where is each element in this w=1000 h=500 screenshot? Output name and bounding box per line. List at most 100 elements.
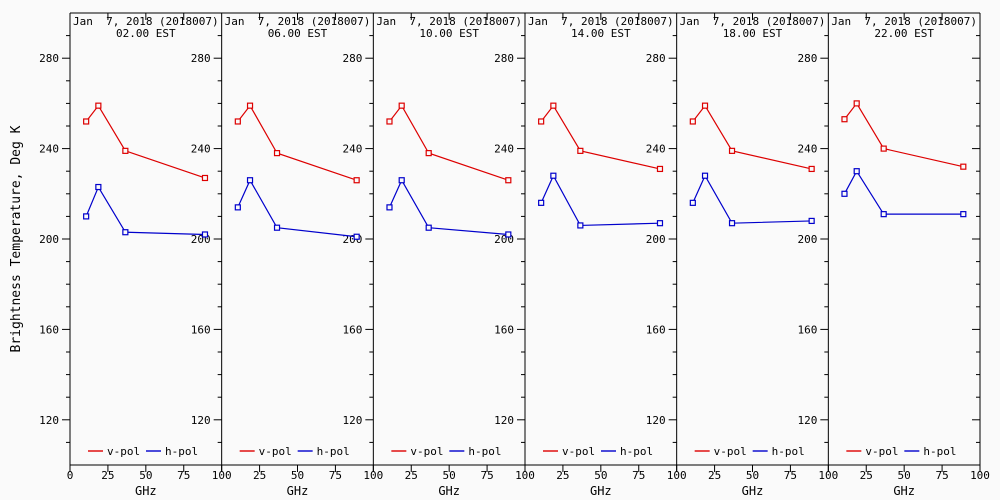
h-pol-marker (808, 217, 815, 225)
y-axis-line (972, 13, 981, 465)
y-tick-label: 240 (646, 143, 666, 156)
x-tick-label: 75 (177, 469, 190, 482)
x-tick-label: 75 (480, 469, 493, 482)
x-tick-label: 0 (67, 469, 74, 482)
v-pol-marker (550, 102, 557, 109)
v-pol-marker (273, 150, 281, 157)
panel-title-date: Jan 7, 2018 (2018007) (528, 15, 674, 28)
x-tick-label: 100 (667, 469, 687, 482)
legend: v-pol h-pol (391, 445, 501, 458)
x-tick-label: 50 (594, 469, 607, 482)
y-tick-label: 120 (342, 414, 362, 427)
y-tick-label: 280 (191, 52, 211, 65)
legend-label-vpol: v-pol (410, 445, 443, 458)
h-pol-marker (273, 224, 281, 231)
y-tick-label: 240 (191, 143, 211, 156)
y-tick-label: 280 (494, 52, 514, 65)
h-pol-marker (201, 231, 209, 238)
x-tick-label: 25 (405, 469, 418, 482)
x-tick-label: 25 (860, 469, 873, 482)
panel-title-time: 06.00 EST (268, 27, 328, 40)
panel-0600: 25 50 75 GHz Jan 7, 2018 (2018007)06.00 EST v… (221, 13, 374, 498)
panel-0200: 25 50 75 GHz Jan 7, 2018 (2018007)02.00 EST v… (69, 13, 223, 498)
x-axis-unit-label: GHz (590, 484, 612, 498)
x-tick-label: 25 (556, 469, 569, 482)
v-pol-line (389, 104, 509, 181)
x-tick-label: 25 (708, 469, 721, 482)
legend-label-hpol: h-pol (317, 445, 350, 458)
h-pol-marker (246, 177, 254, 184)
v-pol-marker (234, 118, 241, 125)
v-pol-marker (841, 116, 848, 123)
h-pol-marker (880, 211, 887, 218)
x-tick-label: 50 (139, 469, 152, 482)
v-pol-marker (853, 100, 860, 107)
h-pol-marker (577, 222, 584, 229)
y-tick-label: 120 (646, 414, 666, 427)
h-pol-marker (853, 168, 860, 175)
panel-title-date: Jan 7, 2018 (2018007) (680, 15, 826, 28)
x-tick-label: 100 (515, 469, 535, 482)
h-pol-marker (95, 183, 102, 191)
x-tick-label: 50 (291, 469, 304, 482)
h-pol-marker (656, 220, 664, 227)
v-pol-marker (808, 165, 815, 173)
legend: v-pol h-pol (543, 445, 653, 458)
panel-title-time: 18.00 EST (723, 27, 783, 40)
y-tick-label: 240 (39, 143, 59, 156)
y-axis-title: Brightness Temperature, Deg K (9, 125, 24, 352)
v-pol-marker (656, 165, 664, 173)
x-tick-label: 75 (329, 469, 342, 482)
h-pol-line (85, 185, 206, 236)
h-pol-marker (728, 220, 736, 227)
v-pol-marker (122, 147, 129, 154)
h-pol-marker (386, 204, 393, 211)
y-tick-label: 160 (39, 323, 59, 336)
panel-1800: 25 50 75 GHz Jan 7, 2018 (2018007)18.00 EST v… (676, 13, 829, 498)
v-pol-marker (689, 118, 696, 125)
panel-1400: 25 50 75 GHz Jan 7, 2018 (2018007)14.00 EST v… (524, 13, 678, 498)
h-pol-marker (960, 211, 967, 218)
y-tick-label: 240 (494, 143, 514, 156)
v-pol-marker (701, 102, 709, 109)
y-tick-label: 160 (646, 323, 666, 336)
x-axis-unit-label: GHz (742, 484, 764, 498)
y-tick-label: 120 (494, 414, 514, 427)
x-tick-label: 100 (212, 469, 232, 482)
h-pol-marker (538, 199, 545, 206)
y-tick-label: 240 (342, 143, 362, 156)
x-axis-unit-label: GHz (893, 484, 915, 498)
legend-label-vpol: v-pol (714, 445, 747, 458)
h-pol-marker (83, 213, 90, 220)
panel-title-time: 22.00 EST (874, 27, 934, 40)
h-pol-marker (841, 190, 848, 197)
v-pol-marker (728, 147, 736, 154)
y-tick-label: 120 (797, 414, 817, 427)
v-pol-line (85, 104, 206, 179)
legend: v-pol h-pol (239, 445, 350, 458)
h-pol-marker (234, 204, 241, 211)
y-tick-label: 280 (797, 52, 817, 65)
legend-label-vpol: v-pol (865, 445, 898, 458)
legend: v-pol h-pol (694, 445, 805, 458)
x-tick-label: 100 (363, 469, 383, 482)
h-pol-marker (505, 231, 512, 238)
y-tick-label: 200 (646, 233, 666, 246)
v-pol-line (692, 104, 812, 170)
legend: v-pol h-pol (846, 445, 956, 458)
h-pol-marker (425, 224, 432, 231)
y-tick-label: 160 (191, 323, 211, 336)
x-tick-label: 50 (746, 469, 759, 482)
y-tick-label: 280 (39, 52, 59, 65)
h-pol-line (692, 174, 812, 224)
panel-title-time: 14.00 EST (571, 27, 631, 40)
v-pol-marker (505, 177, 512, 184)
legend-label-hpol: h-pol (468, 445, 501, 458)
